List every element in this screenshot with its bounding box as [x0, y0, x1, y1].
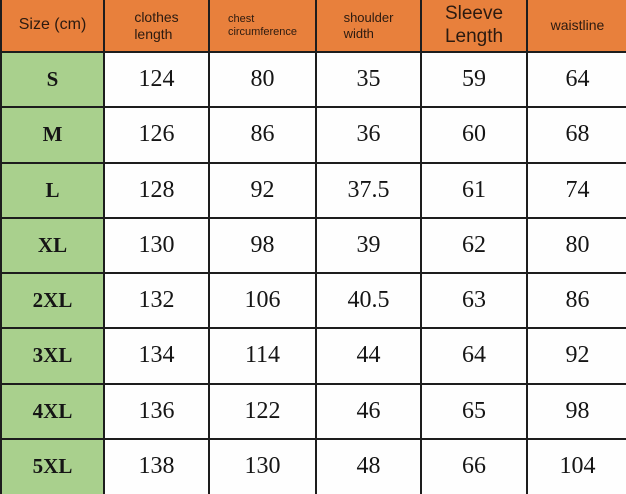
- table-body: S 124 80 35 59 64 M 126 86 36 60 68 L 128 92 37.5 61 74 XL…: [0, 50, 626, 494]
- value-cell: 64: [420, 327, 528, 385]
- value-cell: 60: [420, 106, 528, 164]
- value-cell: 92: [208, 161, 317, 219]
- size-cell: M: [0, 106, 105, 164]
- value-cell: 122: [208, 382, 317, 440]
- header-cell-shoulder-width: shoulder width: [315, 0, 422, 53]
- table-row: L 128 92 37.5 61 74: [0, 161, 626, 219]
- value-cell: 80: [526, 216, 626, 275]
- value-cell: 114: [208, 327, 317, 385]
- value-cell: 44: [315, 327, 422, 385]
- table-row: 4XL 136 122 46 65 98: [0, 382, 626, 440]
- value-cell: 130: [103, 216, 210, 275]
- size-cell: S: [0, 50, 105, 109]
- table-row: S 124 80 35 59 64: [0, 50, 626, 109]
- header-cell-chest-circumference: chest circumference: [208, 0, 317, 53]
- header-cell-sleeve-length: Sleeve Length: [420, 0, 528, 53]
- value-cell: 136: [103, 382, 210, 440]
- value-cell: 134: [103, 327, 210, 385]
- value-cell: 128: [103, 161, 210, 219]
- size-cell: 3XL: [0, 327, 105, 385]
- value-cell: 63: [420, 271, 528, 330]
- header-row: Size (cm) clothes length chest circumfere…: [0, 0, 626, 53]
- value-cell: 68: [526, 106, 626, 164]
- value-cell: 64: [526, 50, 626, 109]
- header-label: waistline: [550, 17, 605, 34]
- value-cell: 66: [420, 437, 528, 494]
- size-cell: XL: [0, 216, 105, 275]
- value-cell: 74: [526, 161, 626, 219]
- table-row: 5XL 138 130 48 66 104: [0, 437, 626, 494]
- size-cell: L: [0, 161, 105, 219]
- value-cell: 35: [315, 50, 422, 109]
- header-label-size: Size (cm): [18, 16, 87, 34]
- value-cell: 98: [208, 216, 317, 275]
- value-cell: 86: [208, 106, 317, 164]
- value-cell: 98: [526, 382, 626, 440]
- header-cell-waistline: waistline: [526, 0, 626, 53]
- table-row: 3XL 134 114 44 64 92: [0, 327, 626, 385]
- size-cell: 5XL: [0, 437, 105, 494]
- value-cell: 59: [420, 50, 528, 109]
- header-label: clothes length: [134, 8, 179, 42]
- header-label: chest circumference: [227, 12, 298, 38]
- header-cell-clothes-length: clothes length: [103, 0, 210, 53]
- value-cell: 61: [420, 161, 528, 219]
- value-cell: 132: [103, 271, 210, 330]
- value-cell: 86: [526, 271, 626, 330]
- size-cell: 4XL: [0, 382, 105, 440]
- value-cell: 39: [315, 216, 422, 275]
- value-cell: 126: [103, 106, 210, 164]
- value-cell: 130: [208, 437, 317, 494]
- value-cell: 48: [315, 437, 422, 494]
- table-row: M 126 86 36 60 68: [0, 106, 626, 164]
- value-cell: 106: [208, 271, 317, 330]
- value-cell: 62: [420, 216, 528, 275]
- value-cell: 138: [103, 437, 210, 494]
- value-cell: 36: [315, 106, 422, 164]
- size-cell: 2XL: [0, 271, 105, 330]
- value-cell: 124: [103, 50, 210, 109]
- header-label: Sleeve Length: [444, 3, 504, 47]
- value-cell: 46: [315, 382, 422, 440]
- value-cell: 65: [420, 382, 528, 440]
- header-cell-size: Size (cm): [0, 0, 105, 53]
- table-row: XL 130 98 39 62 80: [0, 216, 626, 275]
- value-cell: 92: [526, 327, 626, 385]
- value-cell: 37.5: [315, 161, 422, 219]
- value-cell: 80: [208, 50, 317, 109]
- header-label: shoulder width: [343, 10, 394, 41]
- value-cell: 104: [526, 437, 626, 494]
- table-row: 2XL 132 106 40.5 63 86: [0, 271, 626, 330]
- value-cell: 40.5: [315, 271, 422, 330]
